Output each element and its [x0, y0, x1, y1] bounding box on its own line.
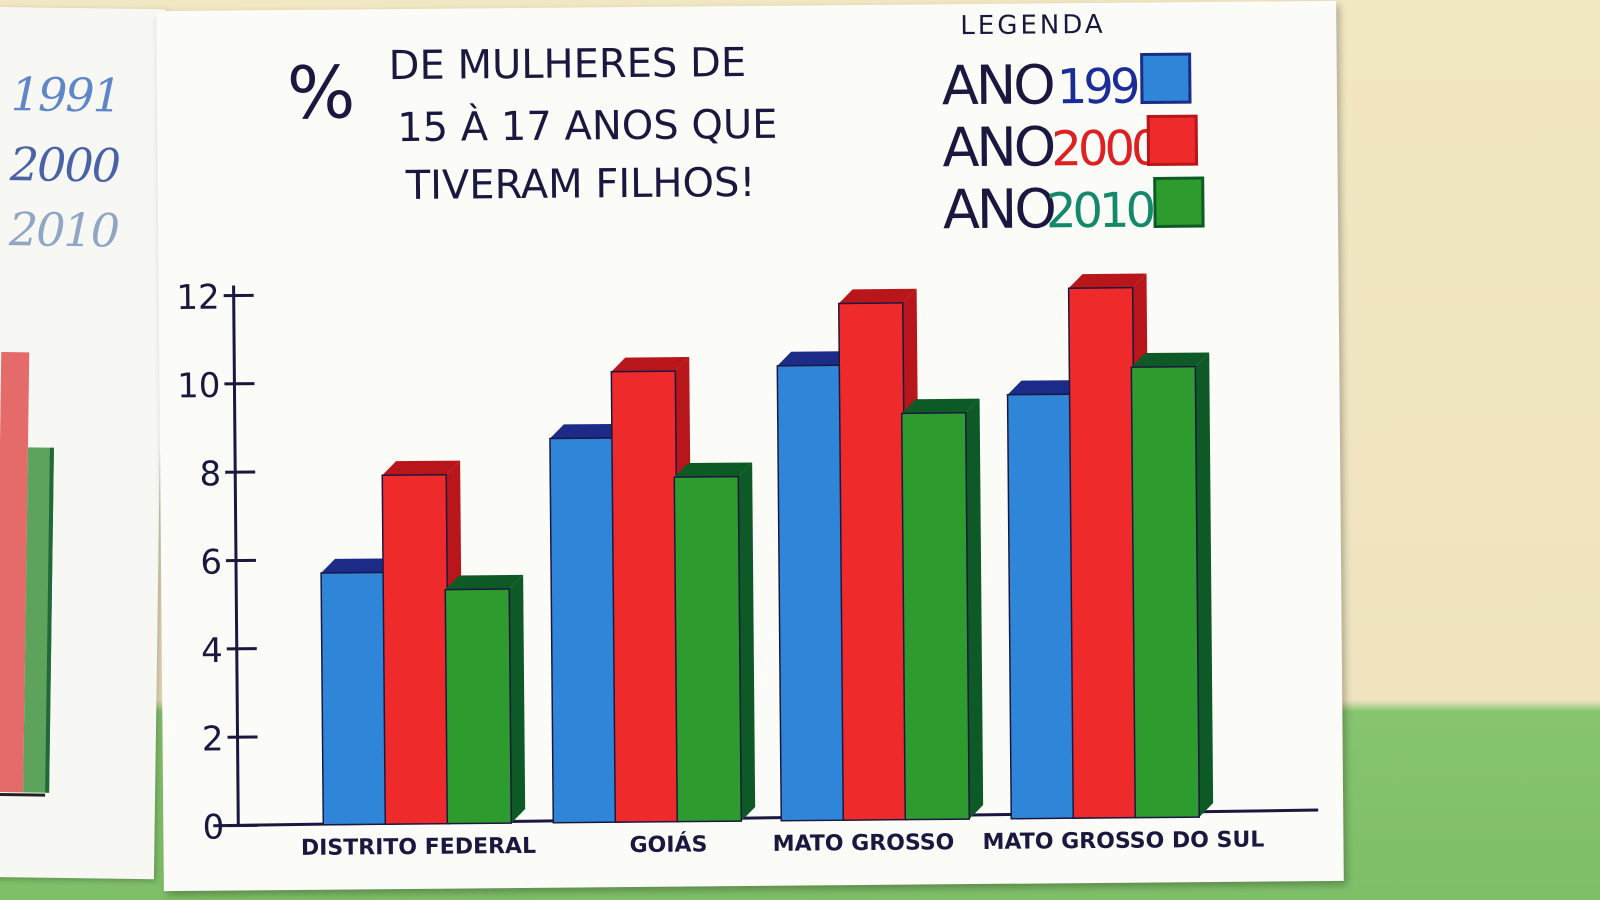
bar-top-2000-1 [611, 357, 690, 372]
y-tick-label-12: 12 [176, 278, 220, 318]
y-tick-label-0: 0 [202, 808, 224, 848]
bar-2010-3 [1130, 365, 1201, 819]
left-legend-2010: 2010 [8, 202, 119, 258]
title-line-3: TIVERAM FILHOS! [405, 160, 756, 209]
legend-swatch-1991 [1140, 52, 1192, 105]
bar-side-2010-2 [965, 398, 984, 820]
left-poster: 1991 2000 2010 [0, 6, 167, 880]
category-label-2: MATO GROSSO [773, 830, 955, 857]
bar-top-2010-3 [1131, 352, 1210, 368]
y-tick-label-4: 4 [201, 631, 223, 671]
legend-prefix-2010: ANO [943, 177, 1055, 241]
bar-2000-1 [610, 370, 681, 823]
bars [320, 273, 1214, 826]
bar-2000-3 [1067, 286, 1139, 819]
bar-2010-0 [444, 588, 513, 825]
bar-1991-2 [776, 364, 847, 822]
left-bar-green [23, 447, 54, 793]
legend-prefix-1991: ANO [942, 53, 1054, 117]
legend-year-2010: 2010 [1046, 182, 1154, 239]
category-labels: DISTRITO FEDERAL GOIÁS MATO GROSSO MATO GRO… [301, 828, 1265, 861]
category-label-3: MATO GROSSO DO SUL [983, 828, 1265, 855]
bar-side-2010-0 [509, 574, 526, 824]
legend-swatch-2010 [1153, 176, 1205, 228]
bar-1991-1 [549, 437, 619, 824]
legend-swatch-2000 [1146, 114, 1199, 167]
y-tick-label-8: 8 [199, 454, 221, 494]
bar-top-2010-1 [674, 462, 753, 478]
bar-side-2010-1 [738, 462, 756, 822]
bar-top-1991-2 [777, 351, 856, 366]
bar-top-2010-2 [901, 398, 980, 414]
title-line-1: DE MULHERES DE [388, 40, 746, 89]
category-label-1: GOIÁS [629, 831, 707, 858]
bar-top-2010-0 [445, 574, 524, 590]
chart-poster: % DE MULHERES DE 15 À 17 ANOS QUE TIVERA… [156, 0, 1344, 892]
title-line-2: 15 À 17 ANOS QUE [397, 100, 778, 151]
left-legend-2000: 2000 [9, 137, 120, 193]
bar-2000-2 [838, 302, 909, 821]
bar-top-2000-0 [382, 460, 461, 476]
bar-2000-0 [381, 473, 451, 825]
bar-top-2000-2 [838, 288, 917, 304]
y-tick-label-2: 2 [202, 719, 224, 759]
bar-top-1991-3 [1007, 380, 1086, 395]
y-axis-line [232, 285, 240, 826]
title-percent-symbol: % [287, 50, 356, 135]
bar-1991-3 [1006, 393, 1077, 820]
legend-title: LEGENDA [960, 10, 1106, 41]
y-tick-label-6: 6 [200, 543, 222, 583]
bar-top-2000-3 [1068, 273, 1147, 289]
legend-prefix-2000: ANO [942, 115, 1054, 179]
bar-chart: % DE MULHERES DE 15 À 17 ANOS QUE TIVERA… [176, 10, 1319, 861]
bar-top-1991-0 [321, 558, 399, 573]
category-label-0: DISTRITO FEDERAL [301, 834, 536, 861]
bar-top-1991-1 [549, 423, 628, 439]
y-tick-label-10: 10 [177, 366, 221, 406]
bar-1991-0 [320, 571, 389, 826]
bar-2010-2 [900, 412, 971, 821]
left-axis-line [0, 792, 46, 797]
bar-2010-1 [673, 475, 743, 823]
left-legend-1991: 1991 [10, 67, 121, 123]
legend-year-2000: 2000 [1051, 120, 1159, 177]
bar-side-2010-3 [1195, 352, 1214, 818]
